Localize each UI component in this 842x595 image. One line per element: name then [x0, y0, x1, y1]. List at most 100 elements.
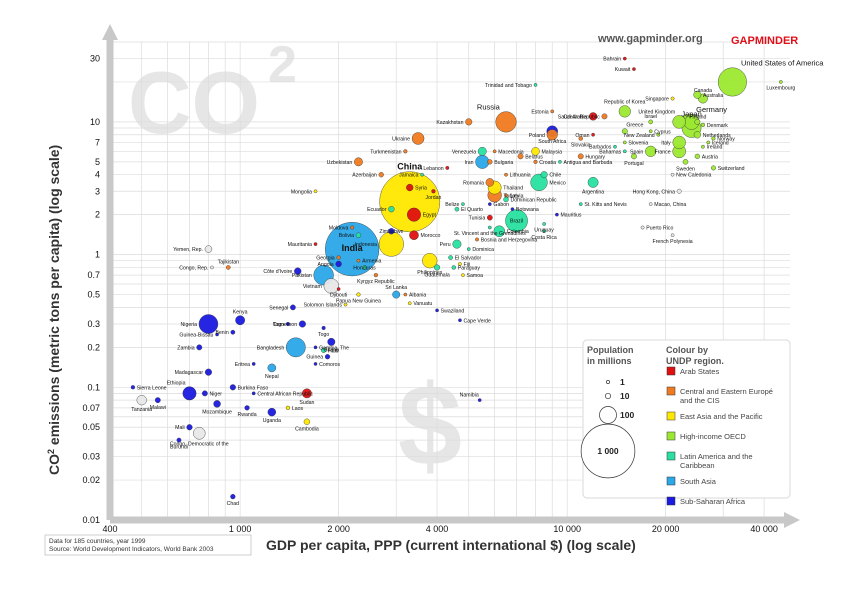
bubble-bosnia-and-herzegovina[interactable]: [475, 237, 479, 242]
bubble-albania[interactable]: [403, 292, 408, 297]
bubble-bahamas[interactable]: [622, 149, 627, 154]
bubble-c-te-d-ivoire[interactable]: [294, 267, 302, 275]
bubble-djibouti[interactable]: [336, 287, 341, 291]
bubble-kuwait[interactable]: [632, 67, 636, 71]
bubble-united-states-of-america[interactable]: [717, 67, 747, 97]
bubble-bulgaria[interactable]: [487, 159, 493, 165]
bubble-botswana[interactable]: [510, 207, 515, 211]
bubble-jamaica[interactable]: [420, 172, 424, 177]
bubble-congo-rep[interactable]: [210, 265, 214, 270]
bubble-barbados[interactable]: [613, 144, 617, 149]
bubble-trinidad-and-tobago[interactable]: [533, 83, 538, 87]
bubble-antigua-and-barbuda[interactable]: [558, 160, 562, 164]
bubble-poland[interactable]: [546, 129, 558, 141]
bubble-sweden[interactable]: [682, 159, 689, 165]
bubble-mexico[interactable]: [530, 173, 548, 191]
bubble-ukraine[interactable]: [411, 132, 425, 145]
bubble-central-african-republic[interactable]: [251, 391, 256, 396]
bubble-syria[interactable]: [406, 183, 414, 192]
bubble-ireland[interactable]: [701, 144, 705, 149]
bubble-spain[interactable]: [645, 145, 657, 157]
bubble-nigeria[interactable]: [198, 314, 219, 334]
bubble-papua-new-guinea[interactable]: [356, 292, 361, 297]
bubble-latvia[interactable]: [504, 193, 508, 198]
bubble-jordan[interactable]: [431, 189, 436, 194]
bubble-cambodia[interactable]: [303, 418, 311, 425]
bubble-saudi-arabia[interactable]: [589, 112, 598, 121]
bubble-norway[interactable]: [711, 136, 716, 141]
bubble-rwanda[interactable]: [244, 405, 250, 411]
bubble-vietnam[interactable]: [323, 278, 339, 294]
bubble-egypt[interactable]: [407, 207, 421, 222]
bubble-benin[interactable]: [230, 329, 236, 335]
bubble-ecuador[interactable]: [388, 206, 395, 213]
bubble-mozambique[interactable]: [213, 400, 221, 408]
bubble-czech-republic[interactable]: [601, 113, 608, 120]
bubble-bahrain[interactable]: [622, 56, 627, 61]
bubble-moldova[interactable]: [350, 225, 355, 230]
bubble-bangladesh[interactable]: [286, 337, 306, 358]
bubble-honduras[interactable]: [362, 265, 367, 270]
bubble-brazil[interactable]: [505, 209, 528, 233]
bubble-malawi[interactable]: [154, 397, 161, 404]
bubble-argentina[interactable]: [587, 177, 599, 188]
bubble-samoa[interactable]: [461, 273, 465, 277]
bubble-greece[interactable]: [621, 128, 628, 135]
bubble-chad[interactable]: [230, 494, 236, 500]
bubble-nepal[interactable]: [267, 363, 277, 373]
bubble-ghana[interactable]: [327, 337, 336, 346]
bubble-hong-kong-china[interactable]: [676, 188, 682, 194]
bubble-uzbekistan[interactable]: [354, 157, 363, 167]
bubble-kazakhstan[interactable]: [465, 118, 473, 126]
bubble-angola[interactable]: [335, 260, 342, 268]
bubble-guinea[interactable]: [324, 354, 331, 360]
bubble-vanuatu[interactable]: [407, 301, 412, 306]
bubble-estonia[interactable]: [550, 109, 555, 114]
bubble-st-kitts-and-nevis[interactable]: [578, 202, 583, 206]
bubble-uganda[interactable]: [267, 407, 277, 417]
bubble-paraguay[interactable]: [451, 265, 456, 270]
bubble-venezuela[interactable]: [477, 146, 487, 156]
bubble-belgium[interactable]: [694, 119, 701, 125]
bubble-hungary[interactable]: [577, 153, 584, 160]
bubble-malaysia[interactable]: [531, 147, 540, 156]
bubble-indonesia[interactable]: [378, 231, 404, 257]
bubble-sierra-leone[interactable]: [130, 385, 136, 390]
bubble-italy[interactable]: [672, 135, 686, 150]
bubble-gambia-the[interactable]: [313, 345, 318, 350]
bubble-uruguay[interactable]: [542, 222, 546, 226]
bubble-mauritania[interactable]: [313, 242, 318, 246]
bubble-senegal[interactable]: [290, 304, 296, 311]
bubble-romania[interactable]: [485, 178, 495, 187]
bubble-colombia[interactable]: [493, 225, 506, 237]
bubble-swaziland[interactable]: [435, 308, 439, 313]
bubble-new-zealand[interactable]: [656, 132, 661, 137]
bubble-dominica[interactable]: [466, 247, 471, 251]
bubble-zambia[interactable]: [196, 344, 203, 351]
bubble-lebanon[interactable]: [445, 166, 450, 170]
bubble-togo[interactable]: [321, 325, 326, 330]
bubble-tajikistan[interactable]: [226, 265, 231, 270]
bubble-solomon-islands[interactable]: [343, 302, 348, 307]
bubble-costa-rica[interactable]: [542, 229, 546, 234]
bubble-georgia[interactable]: [336, 255, 341, 260]
bubble-cyprus[interactable]: [648, 129, 653, 134]
bubble-tunisia[interactable]: [487, 214, 493, 221]
bubble-republic-of-korea[interactable]: [618, 105, 631, 118]
bubble-armenia[interactable]: [356, 258, 361, 263]
bubble-french-polynesia[interactable]: [670, 233, 675, 238]
bubble-philippines[interactable]: [422, 253, 438, 269]
bubble-comoros[interactable]: [313, 362, 318, 366]
bubble-puerto-rico[interactable]: [640, 225, 645, 230]
bubble-slovakia[interactable]: [578, 136, 583, 141]
bubble-yemen-rep[interactable]: [204, 245, 213, 253]
bubble-niger[interactable]: [201, 390, 208, 397]
bubble-eritrea[interactable]: [251, 362, 256, 366]
bubble-burkina-faso[interactable]: [229, 384, 236, 391]
bubble-chile[interactable]: [540, 171, 548, 179]
bubble-israel[interactable]: [648, 119, 653, 125]
bubble-st-vincent-and-the-grenadines[interactable]: [488, 225, 492, 230]
bubble-tanzania[interactable]: [136, 395, 147, 406]
bubble-oman[interactable]: [591, 132, 595, 137]
bubble-sri-lanka[interactable]: [392, 290, 401, 299]
